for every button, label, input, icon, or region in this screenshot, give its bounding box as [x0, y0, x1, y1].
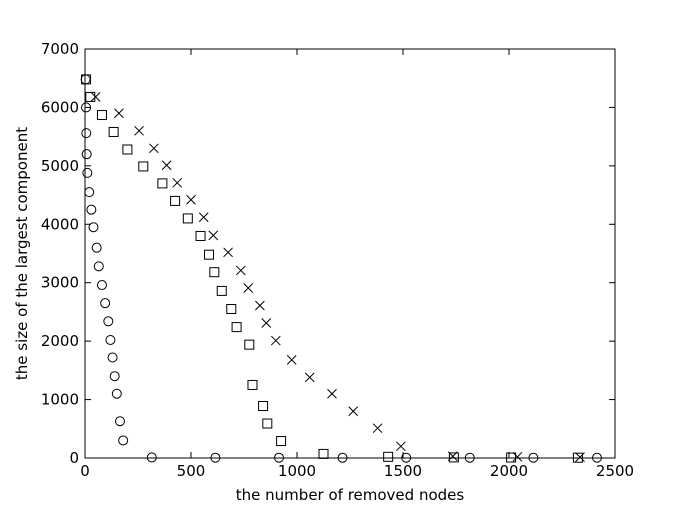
x-tick-label: 0 [80, 462, 90, 480]
y-tick-label: 5000 [41, 157, 79, 175]
square-point [258, 400, 269, 411]
square-point [383, 451, 394, 462]
x-point [223, 247, 233, 258]
square-point [170, 195, 181, 206]
square-point [138, 161, 149, 172]
square-point [247, 379, 258, 390]
square-point [195, 230, 206, 241]
x-point [348, 406, 359, 417]
x-point [243, 283, 254, 293]
x-point [270, 335, 281, 346]
square-point [244, 339, 255, 350]
circle-point [107, 352, 118, 363]
x-point [186, 194, 196, 205]
axis-ticks: 0 500 1000 1500 2000 2500 0 1000 2000 3000 4000 500… [41, 40, 634, 480]
plot-marks [80, 74, 602, 463]
x-point [134, 125, 144, 136]
circle-point [109, 371, 120, 382]
square-point [85, 91, 96, 102]
y-tick-label: 1000 [41, 391, 79, 409]
x-point [198, 212, 209, 223]
y-tick-label: 6000 [41, 98, 79, 116]
square-point [262, 418, 273, 429]
square-point [226, 304, 237, 315]
y-tick-label: 4000 [41, 215, 79, 233]
circle-point [91, 242, 102, 253]
x-tick-label: 1000 [278, 462, 316, 480]
x-point [396, 441, 406, 452]
y-axis-label: the size of the largest component [13, 127, 31, 380]
x-point [304, 372, 315, 383]
circle-point [80, 74, 91, 85]
x-point [172, 177, 183, 188]
x-point [114, 108, 124, 119]
square-point [276, 436, 287, 447]
square-point [216, 285, 227, 296]
circle-point [146, 452, 157, 463]
y-tick-label: 7000 [41, 40, 79, 58]
x-tick-label: 2000 [490, 462, 528, 480]
circle-point [93, 261, 104, 272]
x-point [149, 143, 159, 154]
square-point [96, 110, 107, 121]
circle-point [105, 334, 116, 345]
x-point [372, 423, 383, 434]
x-point [161, 160, 172, 171]
x-point [447, 451, 458, 462]
square-point [122, 144, 133, 155]
y-tick-label: 2000 [41, 332, 79, 350]
x-point [575, 452, 585, 462]
square-point [209, 267, 220, 278]
x-axis-label: the number of removed nodes [236, 486, 465, 504]
square-point [157, 178, 168, 189]
circle-point [81, 149, 92, 160]
y-tick-label: 3000 [41, 274, 79, 292]
circle-point [111, 388, 122, 399]
circle-point [118, 435, 129, 446]
x-tick-label: 500 [177, 462, 206, 480]
y-tick-label: 0 [69, 449, 79, 467]
x-point [208, 230, 219, 241]
x-point [255, 300, 265, 311]
square-point [182, 213, 193, 224]
circle-point [103, 316, 114, 327]
square-point [231, 322, 242, 333]
circle-point [82, 167, 93, 178]
x-point [286, 354, 297, 365]
x-point [512, 451, 523, 462]
x-tick-label: 1500 [384, 462, 422, 480]
x-point [235, 265, 246, 276]
circle-point [81, 128, 92, 139]
x-point [327, 388, 337, 399]
x-point [90, 92, 101, 102]
square-point [448, 452, 459, 463]
plot-frame [84, 48, 616, 459]
square-point [318, 448, 329, 459]
circle-point [84, 187, 95, 198]
square-point [81, 74, 92, 85]
x-point [261, 318, 272, 328]
circle-point [100, 298, 111, 309]
square-point [108, 126, 119, 137]
square-point [204, 249, 215, 260]
x-tick-label: 2500 [596, 462, 634, 480]
circle-point [114, 416, 125, 427]
circle-point [88, 222, 99, 233]
circle-point [86, 204, 97, 215]
circle-point [96, 280, 107, 291]
